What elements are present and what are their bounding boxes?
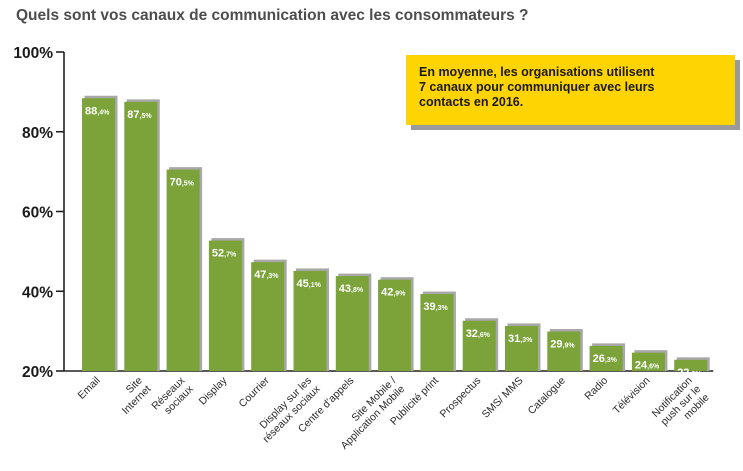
- callout-text: En moyenne, les organisations utilisent …: [419, 65, 724, 110]
- bar: [547, 331, 581, 371]
- x-tick-label: Prospectus: [438, 375, 484, 421]
- x-tick-label: Radio: [582, 375, 610, 403]
- bar-value-label: 31,3%: [508, 333, 533, 345]
- bar-value-label: 47,3%: [254, 269, 279, 281]
- bar: [631, 352, 665, 371]
- x-tick-label: Display: [197, 374, 230, 407]
- bar-value-label: 87,5%: [127, 109, 152, 121]
- x-tick-label: Catalogue: [526, 375, 568, 417]
- x-tick-label: Notificationpush sur lemobile: [650, 375, 712, 437]
- x-tick-label: SiteInternet: [111, 375, 153, 417]
- bar: [589, 345, 623, 371]
- bar-value-label: 39,3%: [423, 301, 448, 313]
- bar-value-label: 88,4%: [85, 105, 110, 117]
- bar-value-label: 43,8%: [339, 283, 364, 295]
- x-tick-label: Courrier: [237, 374, 273, 410]
- x-tick-label: Email: [76, 375, 103, 402]
- bar: [674, 359, 708, 371]
- bar-value-label: 42,9%: [381, 287, 406, 299]
- y-tick-label: 80%: [22, 125, 53, 142]
- callout-line-2: 7 canaux pour communiquer avec leurs: [419, 80, 655, 94]
- chart-title: Quels sont vos canaux de communication a…: [16, 7, 529, 24]
- bar-value-label: 45,1%: [297, 278, 322, 290]
- bars: 88,4% 87,5% 70,5% 52,7% 47,3% 45,1% 43,8% 42,9%…: [82, 95, 710, 379]
- callout-line-1: En moyenne, les organisations utilisent: [419, 65, 655, 79]
- annotation-callout: En moyenne, les organisations utilisent …: [406, 55, 740, 130]
- bar-value-label: 22,8%: [677, 367, 702, 379]
- y-tick-label: 20%: [22, 364, 53, 381]
- bar: [462, 320, 496, 371]
- bar: [208, 240, 242, 371]
- callout-line-3: contacts en 2016.: [419, 95, 524, 109]
- x-tick-label: Réseauxsociaux: [149, 374, 196, 421]
- x-tick-label: SMS/ MMS: [480, 375, 526, 421]
- bar: [335, 276, 369, 371]
- bar-value-label: 70,5%: [170, 177, 195, 189]
- bar-value-label: 32,6%: [466, 328, 491, 340]
- y-tick-label: 60%: [22, 205, 53, 222]
- bar: [420, 294, 454, 371]
- x-tick-label: Télévision: [611, 375, 653, 417]
- bar-value-label: 29,9%: [550, 339, 575, 351]
- bar: [251, 262, 285, 371]
- callout-box: En moyenne, les organisations utilisent …: [406, 55, 735, 125]
- bar: [82, 98, 115, 371]
- bar-value-label: 26,3%: [593, 353, 618, 365]
- bar: [505, 325, 538, 371]
- bar: [378, 279, 412, 371]
- bar: [124, 101, 158, 371]
- y-tick-label: 100%: [13, 45, 53, 62]
- bar: [166, 169, 200, 371]
- bar-value-label: 24,6%: [635, 360, 660, 372]
- bar-value-label: 52,7%: [212, 248, 237, 260]
- y-tick-label: 40%: [22, 284, 53, 301]
- bar: [293, 270, 327, 371]
